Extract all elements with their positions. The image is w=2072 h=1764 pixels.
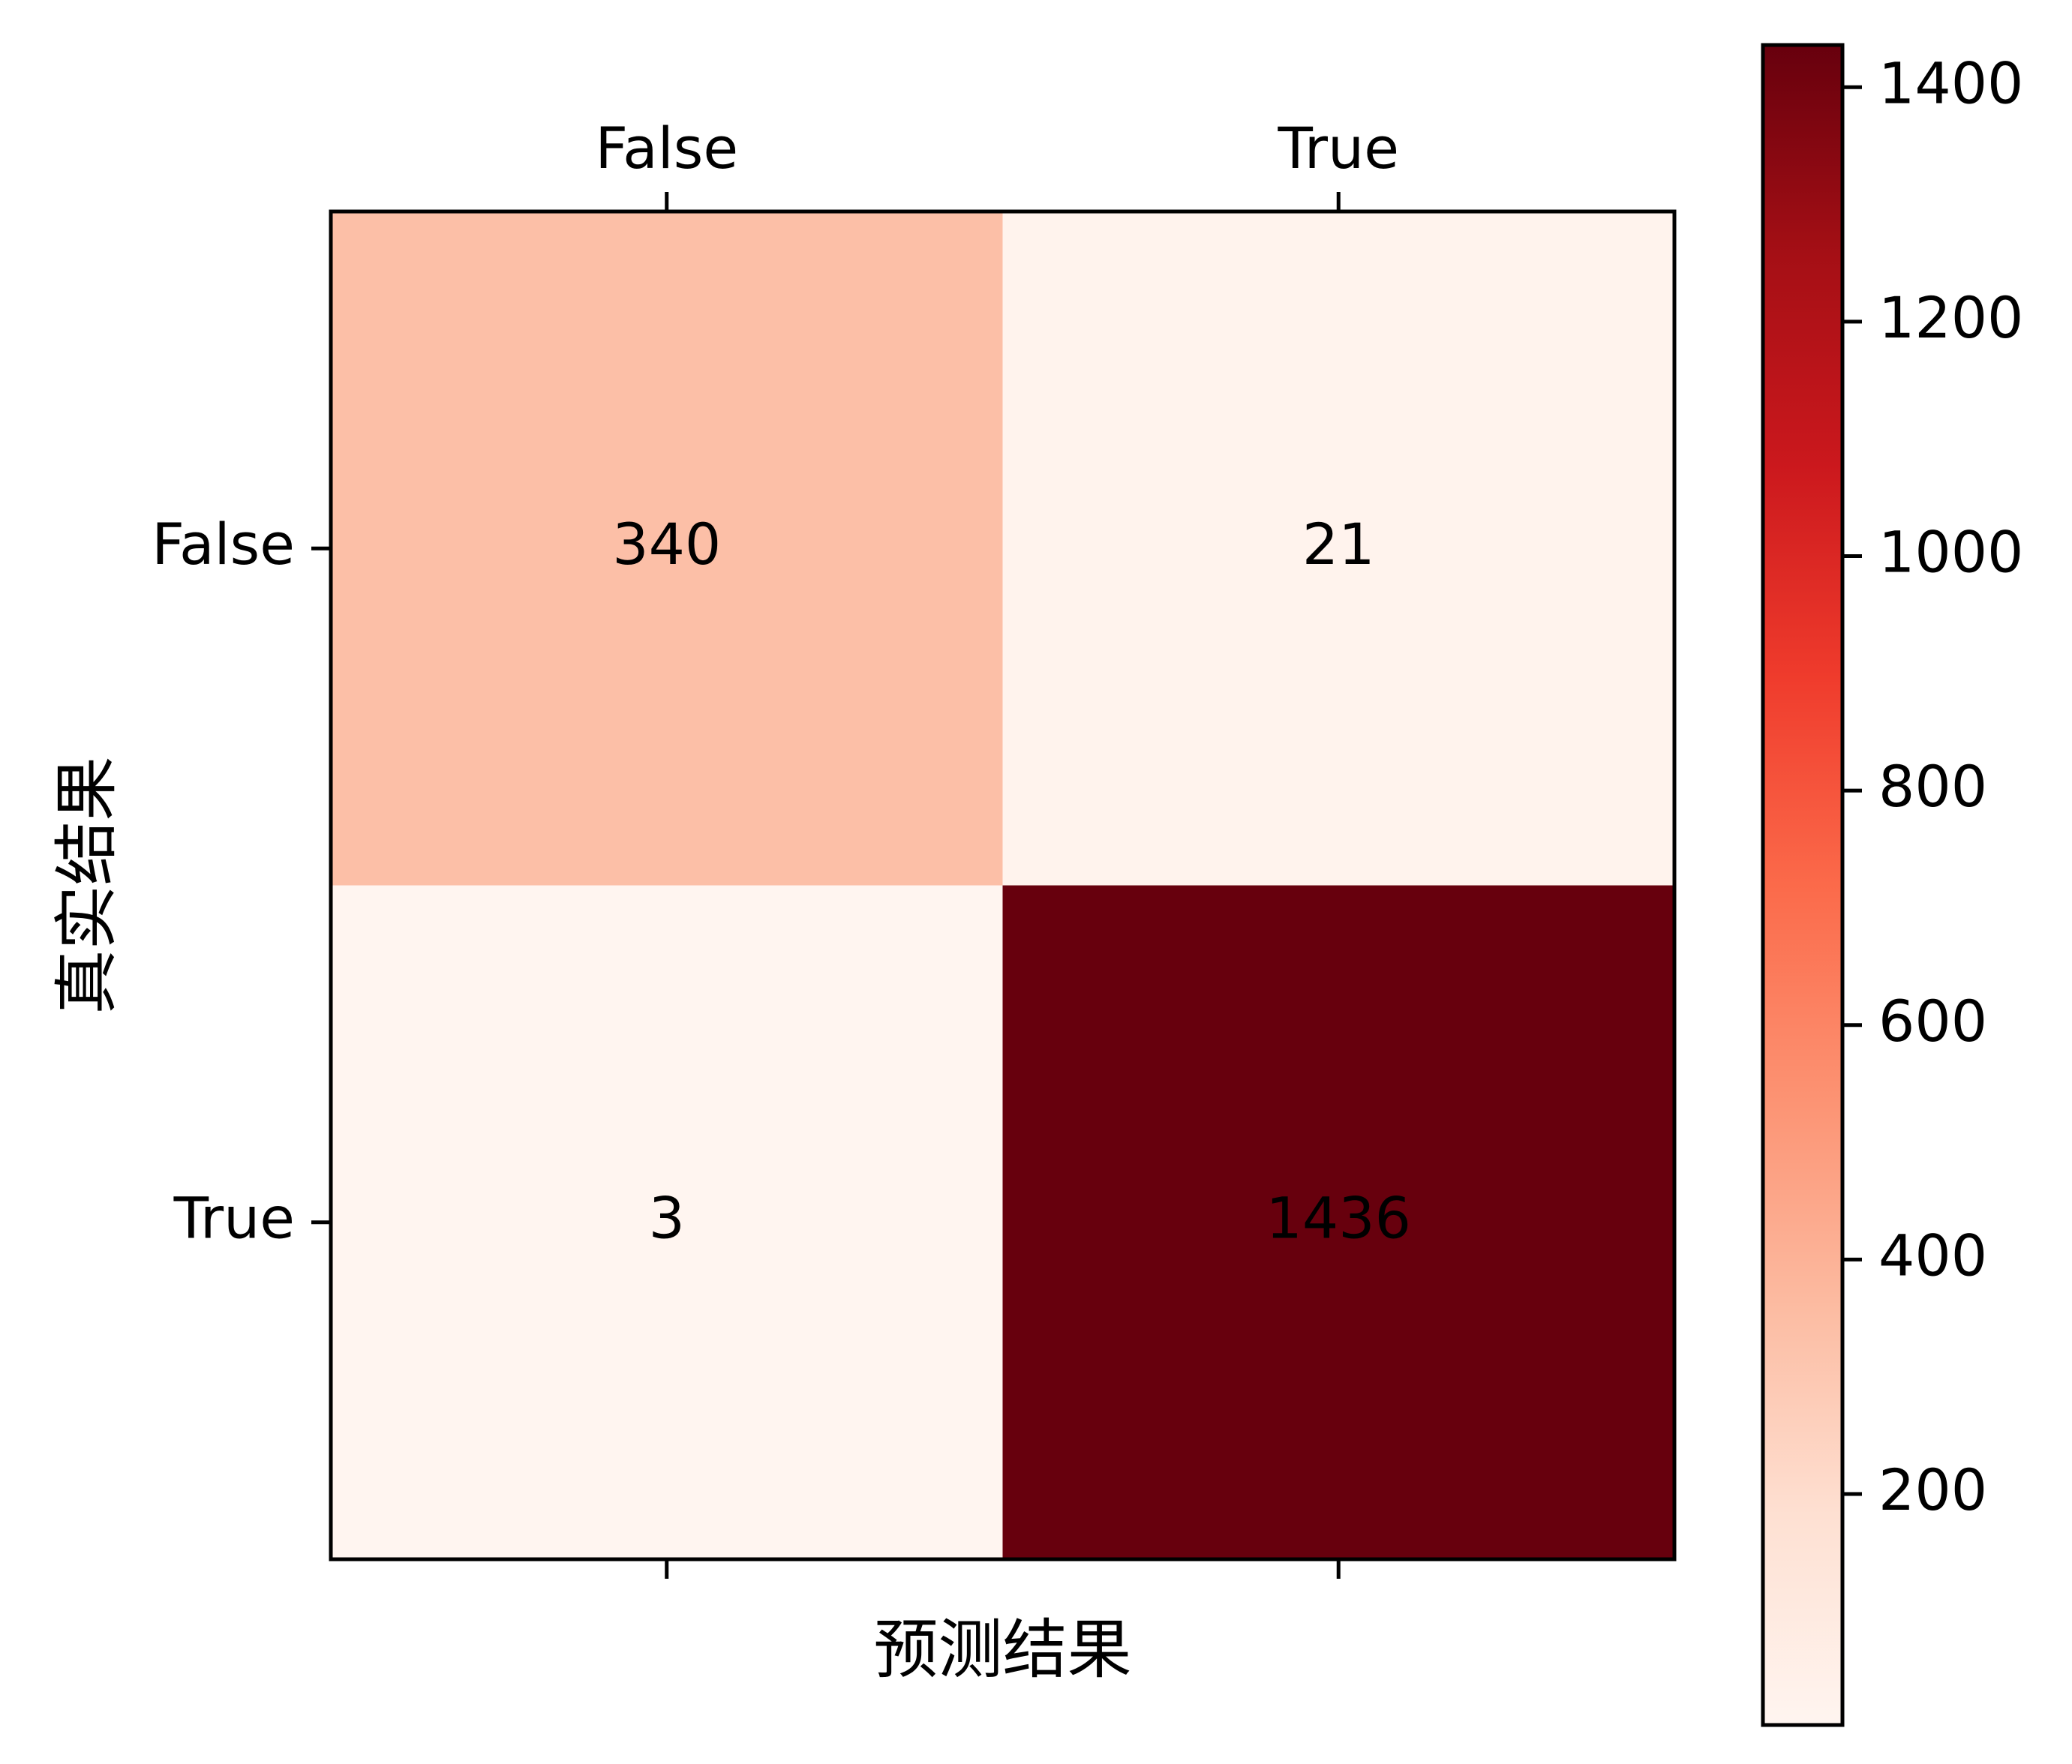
heatmap-cell	[1002, 212, 1675, 886]
colorbar	[1761, 43, 1845, 1727]
x-tick-label: False	[595, 115, 738, 182]
colorbar-tick-label: 800	[1878, 753, 1987, 820]
colorbar-tick-label: 200	[1878, 1456, 1987, 1523]
cell-value-labels: 340 21 3 1436	[612, 511, 1411, 1252]
y-axis-ticks: False True	[152, 511, 331, 1252]
x-tick-label: True	[1278, 115, 1399, 182]
heatmap-cell	[1002, 885, 1675, 1560]
heatmap-cell	[331, 212, 1003, 886]
colorbar-tick-label: 1200	[1878, 284, 2023, 351]
cell-value-label: 340	[612, 511, 721, 578]
cell-value-label: 3	[649, 1185, 685, 1252]
colorbar-ticks: 200 400 600 800 1000 1200 1400	[1842, 50, 2023, 1523]
plot-frame	[329, 209, 1677, 1562]
colorbar-tick-label: 1000	[1878, 519, 2023, 586]
heatmap-cell	[331, 885, 1003, 1560]
y-axis-label: 真实结果	[50, 757, 125, 1015]
colorbar-tick-label: 600	[1878, 988, 1987, 1054]
cell-value-label: 1436	[1266, 1185, 1411, 1252]
heatmap-cells	[331, 212, 1675, 1560]
y-tick-label: False	[152, 511, 295, 578]
cell-value-label: 21	[1302, 511, 1375, 578]
y-tick-label: True	[173, 1185, 295, 1252]
colorbar-tick-label: 400	[1878, 1222, 1987, 1288]
colorbar-tick-label: 1400	[1878, 50, 2023, 116]
x-axis-ticks: False True	[595, 115, 1399, 1579]
x-axis-label: 预测结果	[874, 1612, 1132, 1688]
